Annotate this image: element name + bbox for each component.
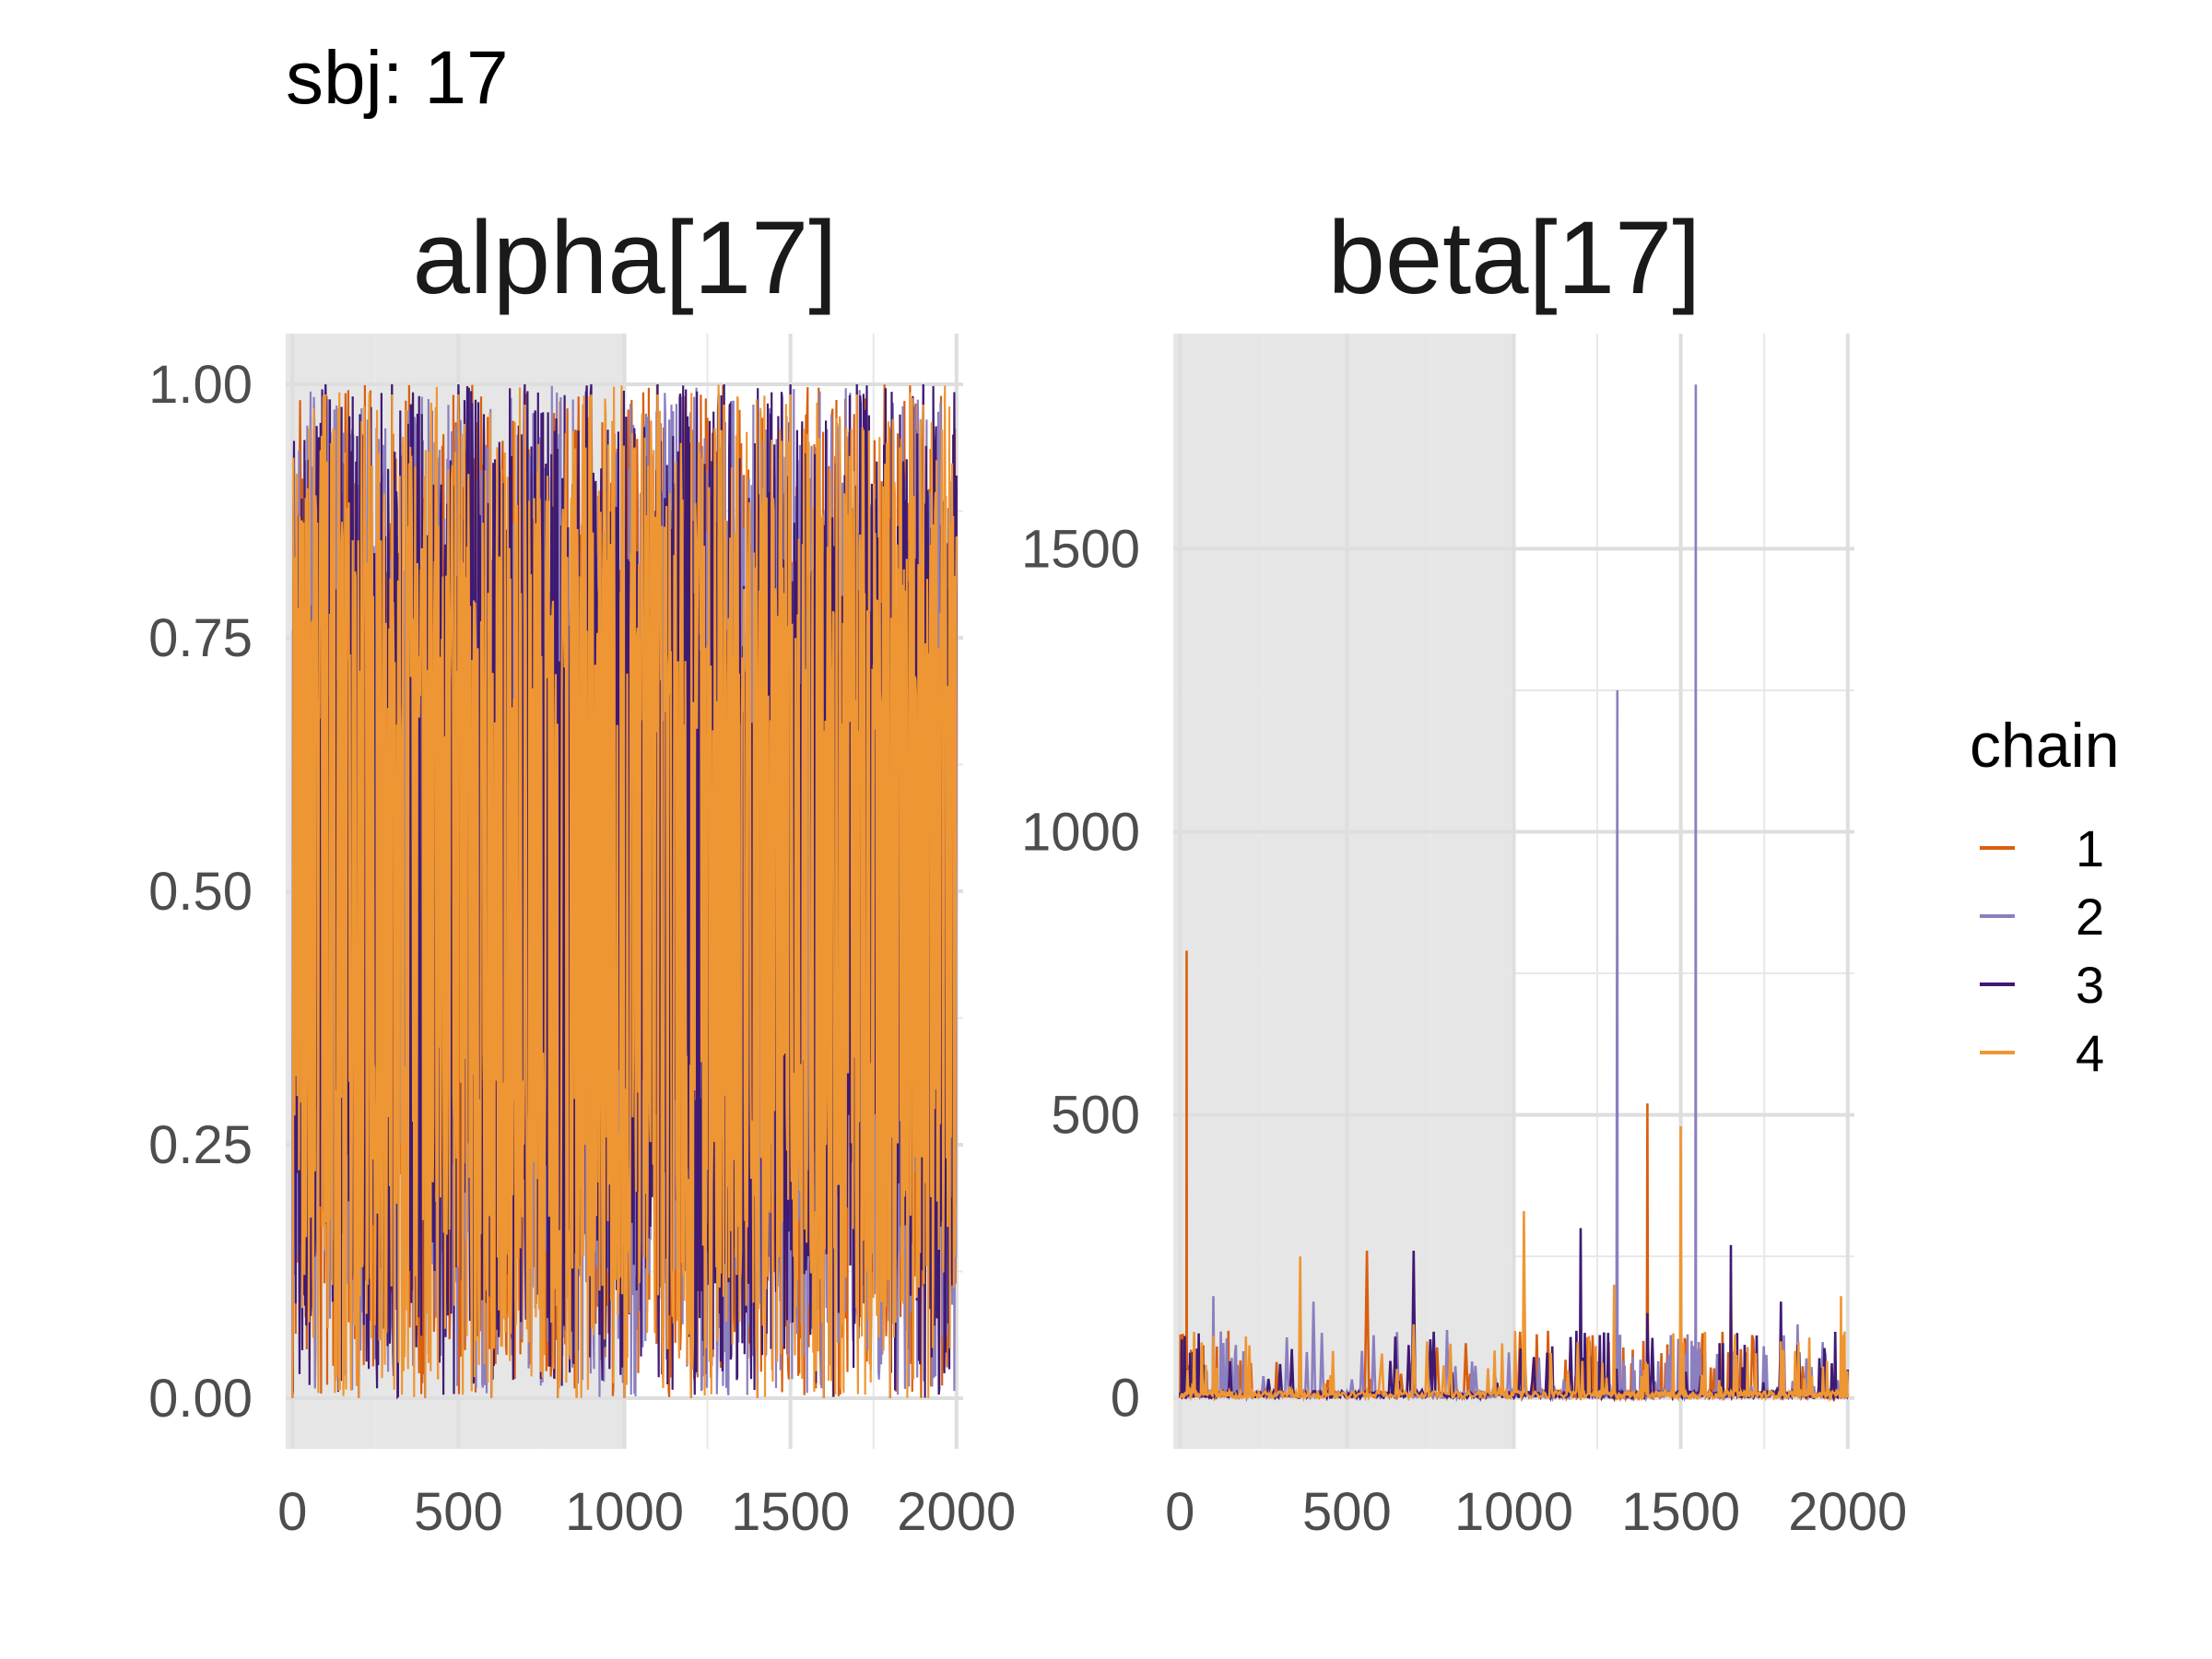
beta-y-tick-label: 1000 — [1021, 803, 1140, 863]
legend-label-chain-4: 4 — [2076, 1024, 2104, 1082]
plot-area-alpha: 0 500 1000 1500 2000 0.00 0.25 0.50 0.75 1.00 — [148, 334, 1016, 1542]
chart-panel-alpha: alpha[17] 0 500 1000 1500 2000 0.00 0.25 0.50 0.… — [148, 200, 1016, 1542]
chart-panel-beta: beta[17] 0 500 1000 1500 2000 0 500 1000 1500 — [1021, 200, 1907, 1542]
alpha-y-tick-label: 1.00 — [148, 355, 253, 415]
chart-title-alpha: alpha[17] — [413, 200, 838, 315]
beta-x-tick-label: 1500 — [1621, 1482, 1740, 1542]
alpha-y-tick-label: 0.50 — [148, 862, 253, 922]
beta-x-tick-label: 1000 — [1454, 1482, 1573, 1542]
alpha-x-tick-label: 2000 — [897, 1482, 1016, 1542]
alpha-y-tick-label: 0.25 — [148, 1115, 253, 1175]
beta-trace-chain-4 — [1179, 1125, 1850, 1403]
legend-label-chain-2: 2 — [2076, 888, 2104, 946]
figure-suptitle: sbj: 17 — [286, 36, 509, 120]
legend-label-chain-1: 1 — [2076, 819, 2104, 877]
legend-title: chain — [1970, 711, 2120, 781]
beta-x-tick-label: 2000 — [1788, 1482, 1907, 1542]
plot-area-beta: 0 500 1000 1500 2000 0 500 1000 1500 — [1021, 334, 1907, 1542]
beta-x-tick-label: 500 — [1302, 1482, 1392, 1542]
alpha-x-tick-label: 0 — [277, 1482, 307, 1542]
beta-x-tick-label: 0 — [1165, 1482, 1194, 1542]
alpha-trace-chain-4 — [291, 384, 958, 1399]
beta-y-tick-label: 500 — [1051, 1086, 1140, 1146]
alpha-x-tick-label: 1000 — [565, 1482, 684, 1542]
legend-label-chain-3: 3 — [2076, 956, 2104, 1014]
legend: chain 1 2 3 4 — [1970, 711, 2120, 1082]
alpha-x-tick-label: 1500 — [731, 1482, 850, 1542]
alpha-x-tick-label: 500 — [414, 1482, 503, 1542]
alpha-y-tick-label: 0.00 — [148, 1369, 253, 1429]
beta-trace-chain-2 — [1178, 384, 1849, 1403]
beta-y-tick-label: 1500 — [1021, 519, 1140, 579]
chart-title-beta: beta[17] — [1328, 200, 1701, 315]
alpha-y-tick-label: 0.75 — [148, 608, 253, 668]
beta-warmup-shading — [1173, 334, 1514, 1449]
legend-items: 1 2 3 4 — [1980, 819, 2104, 1082]
beta-y-tick-label: 0 — [1111, 1369, 1140, 1429]
